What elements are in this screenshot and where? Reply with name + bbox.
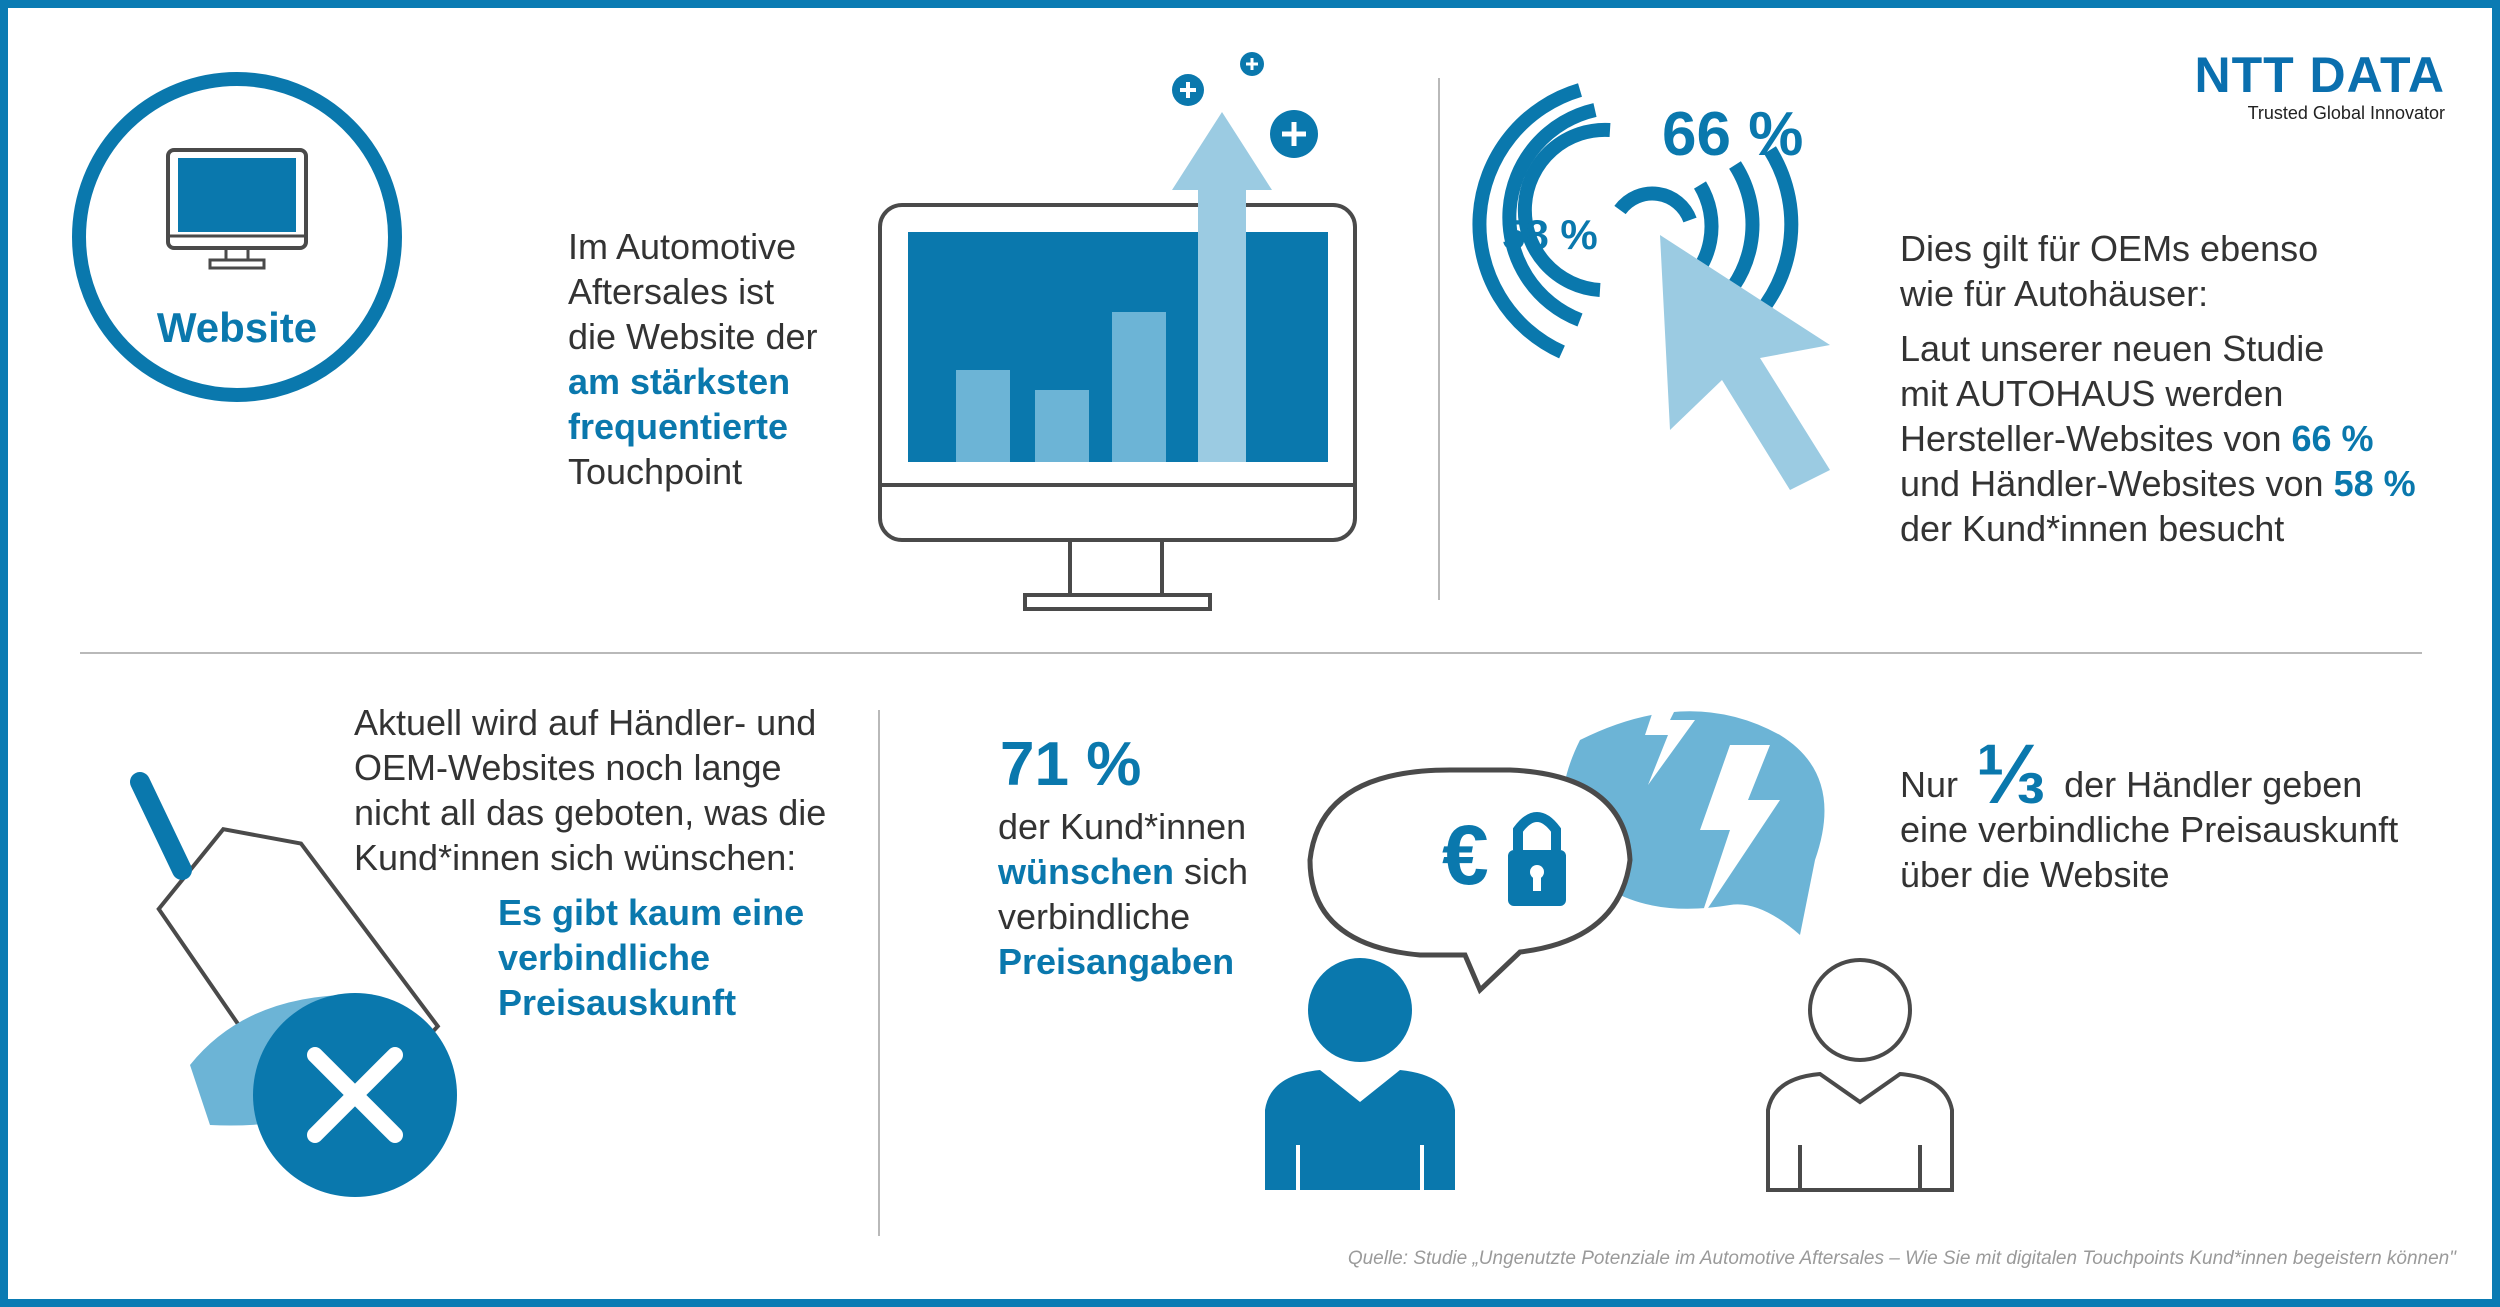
target-cursor-icon [1472, 83, 1830, 490]
s3-line3: nicht all das geboten, was die [354, 792, 827, 833]
s1-highlight2: frequentierte [568, 406, 789, 447]
plus-icon [1240, 52, 1264, 76]
lightning-icon [1700, 745, 1780, 920]
section2-text: Dies gilt für OEMs ebenso wie für Autohä… [1900, 226, 2460, 551]
plus-icon [1270, 110, 1318, 158]
lock-icon [1508, 812, 1566, 906]
s4-line1: der Kund*innen [998, 806, 1247, 847]
bar-2 [1035, 390, 1089, 462]
stat-58: 58 % [1502, 211, 1598, 258]
plus-icon [1172, 74, 1204, 106]
s5-line2: eine verbindliche Preisauskunft [1900, 809, 2399, 850]
bar-3 [1112, 312, 1166, 462]
source-footer: Quelle: Studie „Ungenutzte Potenziale im… [1347, 1248, 2456, 1269]
divider-horizontal [80, 652, 2422, 654]
s3-line4: Kund*innen sich wünschen: [354, 837, 797, 878]
s1-line2: Aftersales ist [568, 271, 775, 312]
logo-tagline: Trusted Global Innovator [2247, 103, 2445, 123]
website-badge: Website [72, 72, 402, 402]
speech-bubble-icon [1307, 767, 1633, 995]
divider-top-vertical [1438, 78, 1440, 600]
s2-intro1: Dies gilt für OEMs ebenso [1900, 228, 2319, 269]
website-label: Website [156, 304, 318, 351]
s2-body3: Hersteller-Websites von 66 % [1900, 418, 2374, 459]
euro-symbol: € [1442, 808, 1489, 902]
s1-line3: die Website der [568, 316, 818, 357]
s1-line4: Touchpoint [568, 451, 743, 492]
section1-text: Im Automotive Aftersales ist die Website… [568, 224, 928, 494]
s3-highlight1: Es gibt kaum eine [498, 892, 805, 933]
person-icon [1265, 958, 1455, 1190]
price-tag-icon [130, 772, 457, 1197]
s5-line1-rest: der Händler geben [2064, 764, 2363, 805]
stat-71: 71 % [1000, 730, 1142, 799]
s5-line3: über die Website [1900, 854, 2170, 895]
s2-intro2: wie für Autohäuser: [1900, 273, 2209, 314]
s2-body4-value: 58 % [2333, 463, 2416, 504]
logo-brand: NTT DATA [2194, 47, 2445, 103]
bar-chart-monitor-icon [878, 52, 1357, 611]
s2-body5: der Kund*innen besucht [1900, 508, 2285, 549]
s5-line1: Nur ⅓ der Händler geben [1900, 732, 2460, 816]
s2-body3-value: 66 % [2291, 418, 2374, 459]
section3-text: Aktuell wird auf Händler- und OEM-Websit… [354, 700, 874, 880]
s3-line2: OEM-Websites noch lange [354, 747, 782, 788]
close-icon [253, 993, 457, 1197]
lightning-icon [1645, 690, 1695, 785]
section5-text: Nur ⅓ der Händler geben eine verbindlich… [1900, 732, 2460, 897]
cursor-icon [1660, 235, 1830, 490]
divider-bottom-vertical [878, 710, 880, 1236]
s3-line1: Aktuell wird auf Händler- und [354, 702, 817, 743]
conversation-icon [1265, 690, 1954, 1192]
s4-highlight1: wünschen [998, 851, 1175, 892]
s2-body2: mit AUTOHAUS werden [1900, 373, 2284, 414]
s4-line2: wünschen sich [998, 851, 1249, 892]
section3-highlight: Es gibt kaum eine verbindliche Preisausk… [498, 890, 878, 1025]
s5-fraction: ⅓ [1976, 727, 2047, 821]
s1-line1: Im Automotive [568, 226, 797, 267]
s4-highlight2: Preisangaben [998, 941, 1235, 982]
growth-arrow [1172, 112, 1272, 462]
s1-highlight1: am stärksten [568, 361, 791, 402]
s5-prefix: Nur [1900, 764, 1959, 805]
s2-body4: und Händler-Websites von 58 % [1900, 463, 2416, 504]
s2-body1: Laut unserer neuen Studie [1900, 328, 2325, 369]
monitor-icon [166, 148, 308, 270]
s3-highlight3: Preisauskunft [498, 982, 737, 1023]
stat-66: 66 % [1662, 100, 1804, 169]
section4-text: der Kund*innen wünschen sich verbindlich… [998, 804, 1298, 984]
person-icon [1766, 958, 1954, 1192]
s4-line3: verbindliche [998, 896, 1191, 937]
ntt-data-logo: NTT DATA Trusted Global Innovator [2180, 48, 2445, 124]
bar-1 [956, 370, 1010, 462]
s3-highlight2: verbindliche [498, 937, 711, 978]
